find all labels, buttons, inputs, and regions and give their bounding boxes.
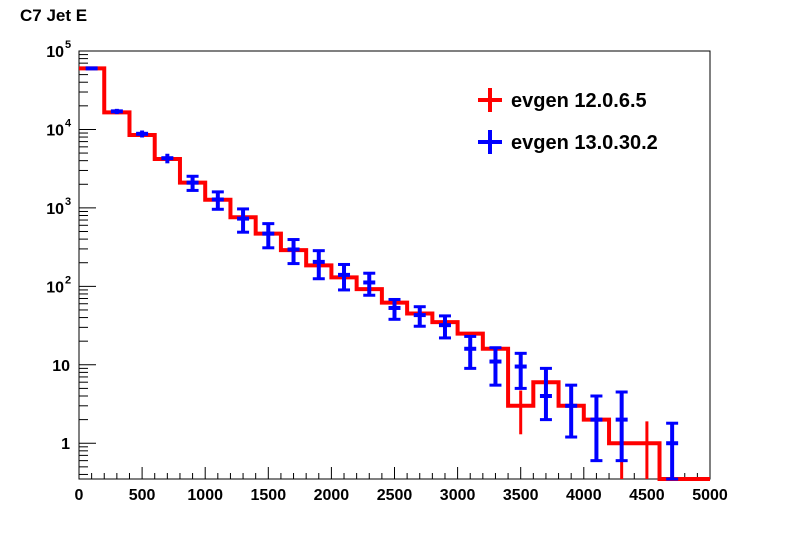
y-tick-exponent: 4 [65,117,72,129]
x-tick-label: 2500 [377,487,413,504]
legend-label: evgen 12.0.6.5 [511,90,647,112]
y-tick-label: 10 [46,201,64,218]
x-tick-label: 500 [129,487,156,504]
y-tick-exponent: 3 [65,196,71,208]
y-tick-label: 10 [46,279,64,296]
x-tick-label: 2000 [314,487,350,504]
x-tick-label: 5000 [692,487,728,504]
x-tick-label: 3000 [440,487,476,504]
plot-frame [78,50,711,480]
x-tick-label: 4000 [566,487,602,504]
y-tick-exponent: 2 [65,274,71,286]
y-tick-label: 10 [52,358,70,375]
y-tick-label: 1 [61,436,70,453]
x-tick-label: 1000 [187,487,223,504]
x-tick-label: 1500 [251,487,287,504]
series-evgen-12-step-line [79,66,710,481]
y-tick-label: 10 [46,44,64,61]
y-tick-exponent: 5 [65,39,71,51]
x-tick-label: 0 [75,487,84,504]
legend-label: evgen 13.0.30.2 [511,132,658,154]
x-tick-label: 3500 [503,487,539,504]
x-tick-label: 4500 [629,487,665,504]
chart-title: C7 Jet E [20,6,88,25]
y-tick-label: 10 [46,122,64,139]
